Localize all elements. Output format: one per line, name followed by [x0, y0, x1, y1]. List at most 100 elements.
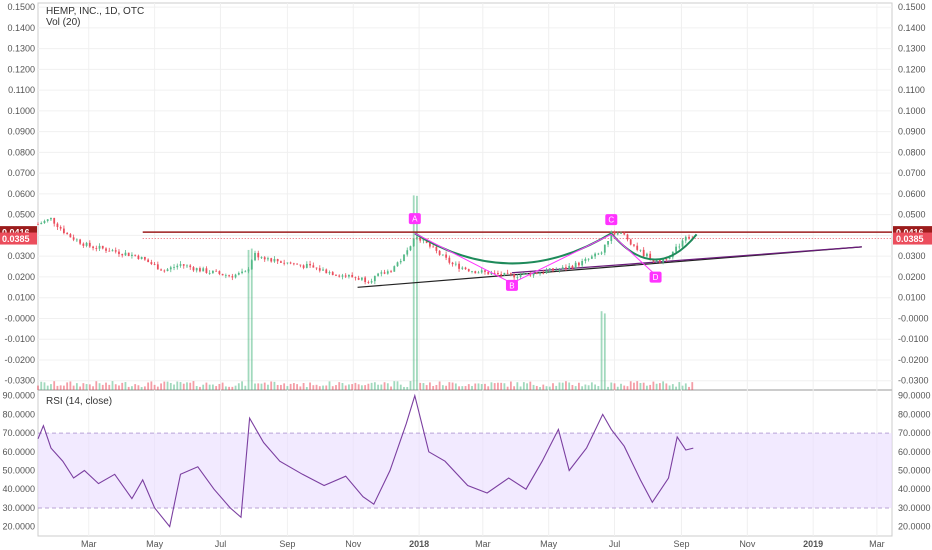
rsi-tick-left: 60.0000	[2, 447, 35, 457]
candle-body	[642, 249, 645, 257]
price-tag-left	[0, 232, 37, 245]
volume-bar	[516, 382, 519, 391]
candle-body	[328, 272, 331, 274]
price-tick-right: 0.0900	[898, 127, 926, 137]
price-tick-left: 0.0800	[7, 147, 35, 157]
candle-body	[616, 233, 619, 235]
candle-body	[331, 272, 334, 276]
volume-bar	[642, 382, 645, 391]
volume-bar	[636, 381, 639, 391]
candle-body	[364, 277, 367, 283]
candle-body	[535, 272, 538, 274]
candle-body	[309, 263, 311, 266]
candle-body	[234, 274, 237, 278]
candle-body	[85, 242, 88, 246]
time-tick: 2019	[803, 539, 823, 549]
volume-bar	[552, 383, 554, 391]
candle-body	[603, 244, 606, 253]
volume-bar	[351, 384, 354, 391]
candle-body	[108, 250, 111, 252]
candle-body	[286, 262, 289, 264]
volume-label: Vol (20)	[46, 17, 80, 28]
candle-body	[445, 254, 448, 258]
rsi-tick-left: 40.0000	[2, 484, 35, 494]
candle-body	[199, 268, 201, 272]
volume-bar	[445, 385, 448, 391]
rsi-tick-right: 40.0000	[898, 484, 931, 494]
volume-bar	[571, 384, 574, 391]
candle-body	[451, 262, 454, 265]
candle-body	[639, 249, 642, 251]
rsi-tick-right: 20.0000	[898, 522, 931, 532]
candle-body	[688, 236, 690, 239]
volume-bar	[75, 383, 78, 391]
volume-bar	[581, 386, 584, 391]
volume-bar	[500, 382, 503, 391]
rsi-tick-right: 80.0000	[898, 409, 931, 419]
candle-body	[318, 268, 321, 271]
volume-bar	[292, 383, 295, 391]
time-tick: Jul	[609, 539, 621, 549]
candle-body	[552, 268, 554, 271]
volume-bar	[370, 382, 373, 391]
candle-body	[212, 270, 214, 273]
volume-bar	[237, 383, 240, 391]
candle-body	[72, 237, 75, 240]
candle-body	[263, 257, 266, 260]
volume-bar	[620, 383, 622, 391]
candle-body	[484, 270, 486, 272]
volume-bar	[568, 382, 571, 391]
volume-bar	[46, 385, 49, 391]
volume-bar	[513, 386, 516, 391]
volume-bar	[205, 382, 208, 391]
volume-bar	[56, 385, 59, 391]
candle-body	[43, 220, 46, 224]
volume-bars	[37, 195, 694, 391]
volume-bar	[108, 384, 111, 391]
volume-bar	[480, 384, 483, 391]
plot-frame	[37, 2, 893, 537]
volume-bar	[276, 384, 279, 391]
price-tick-left: 0.1500	[7, 2, 35, 12]
rsi-tick-right: 50.0000	[898, 466, 931, 476]
volume-bar	[678, 382, 681, 391]
volume-bar	[140, 387, 143, 391]
rsi-tick-right: 60.0000	[898, 447, 931, 457]
volume-bar	[50, 384, 52, 391]
candle-body	[474, 271, 477, 274]
volume-bar	[461, 386, 464, 391]
price-tick-left: 0.1100	[8, 85, 35, 95]
volume-bar	[309, 382, 311, 391]
volume-bar	[519, 386, 522, 391]
volume-bar	[163, 381, 166, 391]
candle-body	[305, 263, 308, 268]
candle-body	[509, 273, 512, 275]
candle-body	[409, 246, 412, 251]
volume-bar	[147, 382, 150, 391]
candle-body	[464, 267, 467, 270]
volume-bar	[315, 384, 318, 391]
volume-bar	[532, 384, 535, 391]
volume-bar	[574, 386, 577, 391]
volume-bar	[668, 385, 671, 391]
volume-bar	[364, 385, 367, 391]
candle-body	[584, 258, 587, 261]
candle-body	[46, 219, 49, 221]
price-tick-right: -0.0300	[898, 376, 929, 386]
candle-body	[101, 245, 104, 249]
candle-body	[50, 217, 52, 220]
volume-bar	[318, 386, 321, 391]
candle-body	[370, 281, 373, 283]
volume-bar	[270, 381, 273, 391]
volume-bar	[273, 381, 276, 391]
candle-body	[487, 271, 490, 275]
candle-body	[412, 238, 415, 247]
candle-body	[448, 257, 451, 263]
candle-body	[82, 243, 85, 246]
volume-bar	[212, 384, 214, 391]
candle-body	[429, 242, 431, 247]
candle-body	[555, 270, 558, 271]
candle-body	[244, 271, 247, 273]
volume-bar	[267, 384, 269, 391]
volume-bar	[111, 381, 114, 391]
